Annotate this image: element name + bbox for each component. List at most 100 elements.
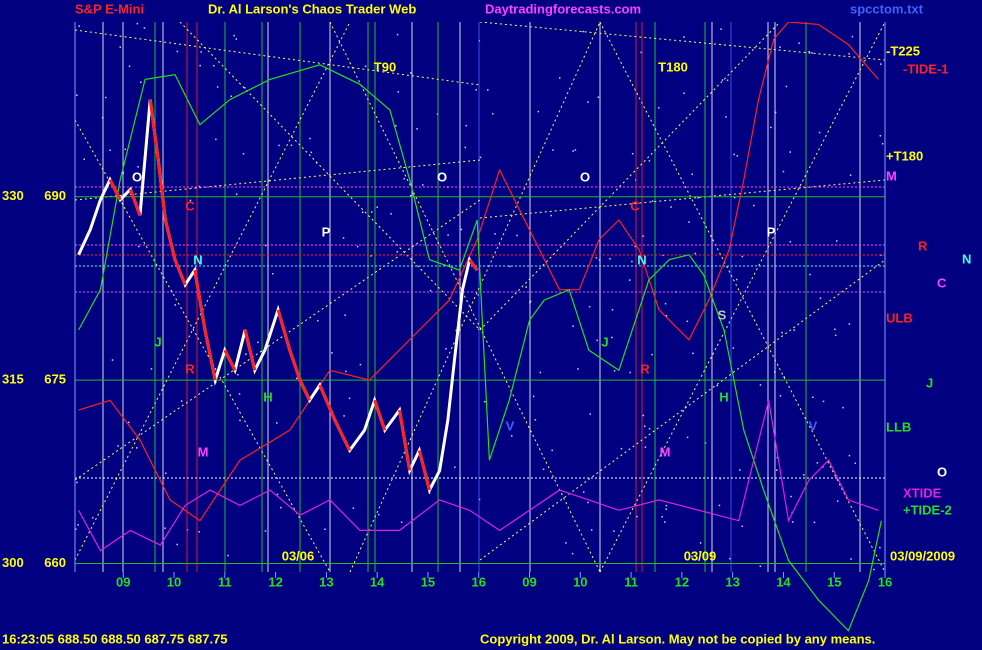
star xyxy=(803,474,805,476)
price-down xyxy=(373,399,387,431)
star xyxy=(198,185,201,188)
star xyxy=(729,557,731,560)
star xyxy=(317,319,319,322)
star xyxy=(174,304,176,306)
star xyxy=(651,200,654,202)
price-down xyxy=(193,269,207,331)
star xyxy=(76,94,78,96)
star xyxy=(78,25,80,27)
annotation: O xyxy=(580,169,590,184)
star xyxy=(92,517,94,519)
star xyxy=(235,38,238,40)
x-tick-label: 11 xyxy=(218,574,232,589)
star xyxy=(789,151,791,153)
star xyxy=(726,79,729,82)
annotation: V xyxy=(809,418,818,433)
y2-tick-label: 315 xyxy=(2,372,24,387)
star xyxy=(215,138,217,141)
star xyxy=(699,542,702,544)
star xyxy=(574,149,577,151)
x-tick-label: 15 xyxy=(421,574,435,589)
star xyxy=(694,252,697,255)
star xyxy=(532,395,535,398)
star xyxy=(265,244,267,247)
star xyxy=(792,521,794,523)
y-tick-label: 660 xyxy=(44,555,66,570)
star xyxy=(455,329,458,332)
star xyxy=(117,445,119,447)
star xyxy=(759,384,762,386)
annotation: O xyxy=(437,169,447,184)
star xyxy=(620,447,623,450)
star xyxy=(642,414,645,417)
price-down xyxy=(148,99,160,161)
star xyxy=(725,116,727,118)
annotation: P xyxy=(322,224,331,239)
time-line xyxy=(75,199,481,481)
star xyxy=(77,524,79,526)
star xyxy=(879,63,882,65)
series-label: -TIDE-1 xyxy=(903,61,949,76)
star xyxy=(475,89,477,91)
tide-line xyxy=(78,400,879,552)
star xyxy=(789,241,792,243)
star xyxy=(200,51,202,53)
star xyxy=(233,34,235,37)
star xyxy=(735,278,738,281)
star xyxy=(409,194,412,197)
star xyxy=(793,329,795,331)
right-label: -T225 xyxy=(886,43,920,58)
star xyxy=(164,527,166,529)
star xyxy=(572,150,574,152)
star xyxy=(583,491,585,493)
star xyxy=(640,51,642,54)
star xyxy=(628,279,631,281)
star xyxy=(720,28,722,30)
star xyxy=(137,245,140,248)
star xyxy=(397,91,400,93)
star xyxy=(572,325,574,327)
price-down xyxy=(156,159,167,221)
star xyxy=(403,177,406,180)
star xyxy=(699,551,701,553)
annotation: H xyxy=(263,389,272,404)
star xyxy=(848,323,851,325)
star xyxy=(648,427,651,430)
star xyxy=(227,554,229,557)
star xyxy=(551,449,553,452)
price-down xyxy=(417,450,431,491)
star xyxy=(75,528,77,530)
star xyxy=(492,113,494,115)
star xyxy=(343,415,345,417)
star xyxy=(613,530,615,532)
annotation: J xyxy=(601,334,608,349)
star xyxy=(648,160,651,162)
star xyxy=(721,79,724,81)
star xyxy=(128,421,130,424)
price-down xyxy=(203,329,217,381)
star xyxy=(816,462,819,464)
star xyxy=(842,406,844,409)
star xyxy=(688,221,690,223)
star xyxy=(324,528,326,531)
star xyxy=(242,152,245,155)
star xyxy=(238,393,241,395)
star xyxy=(733,153,735,156)
star xyxy=(733,196,736,199)
star xyxy=(257,341,259,344)
star xyxy=(819,297,822,299)
star xyxy=(235,193,238,195)
star xyxy=(494,233,496,235)
star xyxy=(180,400,183,402)
x-tick-label: 10 xyxy=(573,574,587,589)
star xyxy=(611,336,613,339)
star xyxy=(779,395,782,397)
star xyxy=(295,377,298,380)
x-tick-label: 09 xyxy=(116,574,130,589)
star xyxy=(589,413,592,415)
x-tick-label: 09 xyxy=(522,574,536,589)
star xyxy=(851,35,854,38)
star xyxy=(143,27,146,29)
x-tick-label: 16 xyxy=(471,574,485,589)
